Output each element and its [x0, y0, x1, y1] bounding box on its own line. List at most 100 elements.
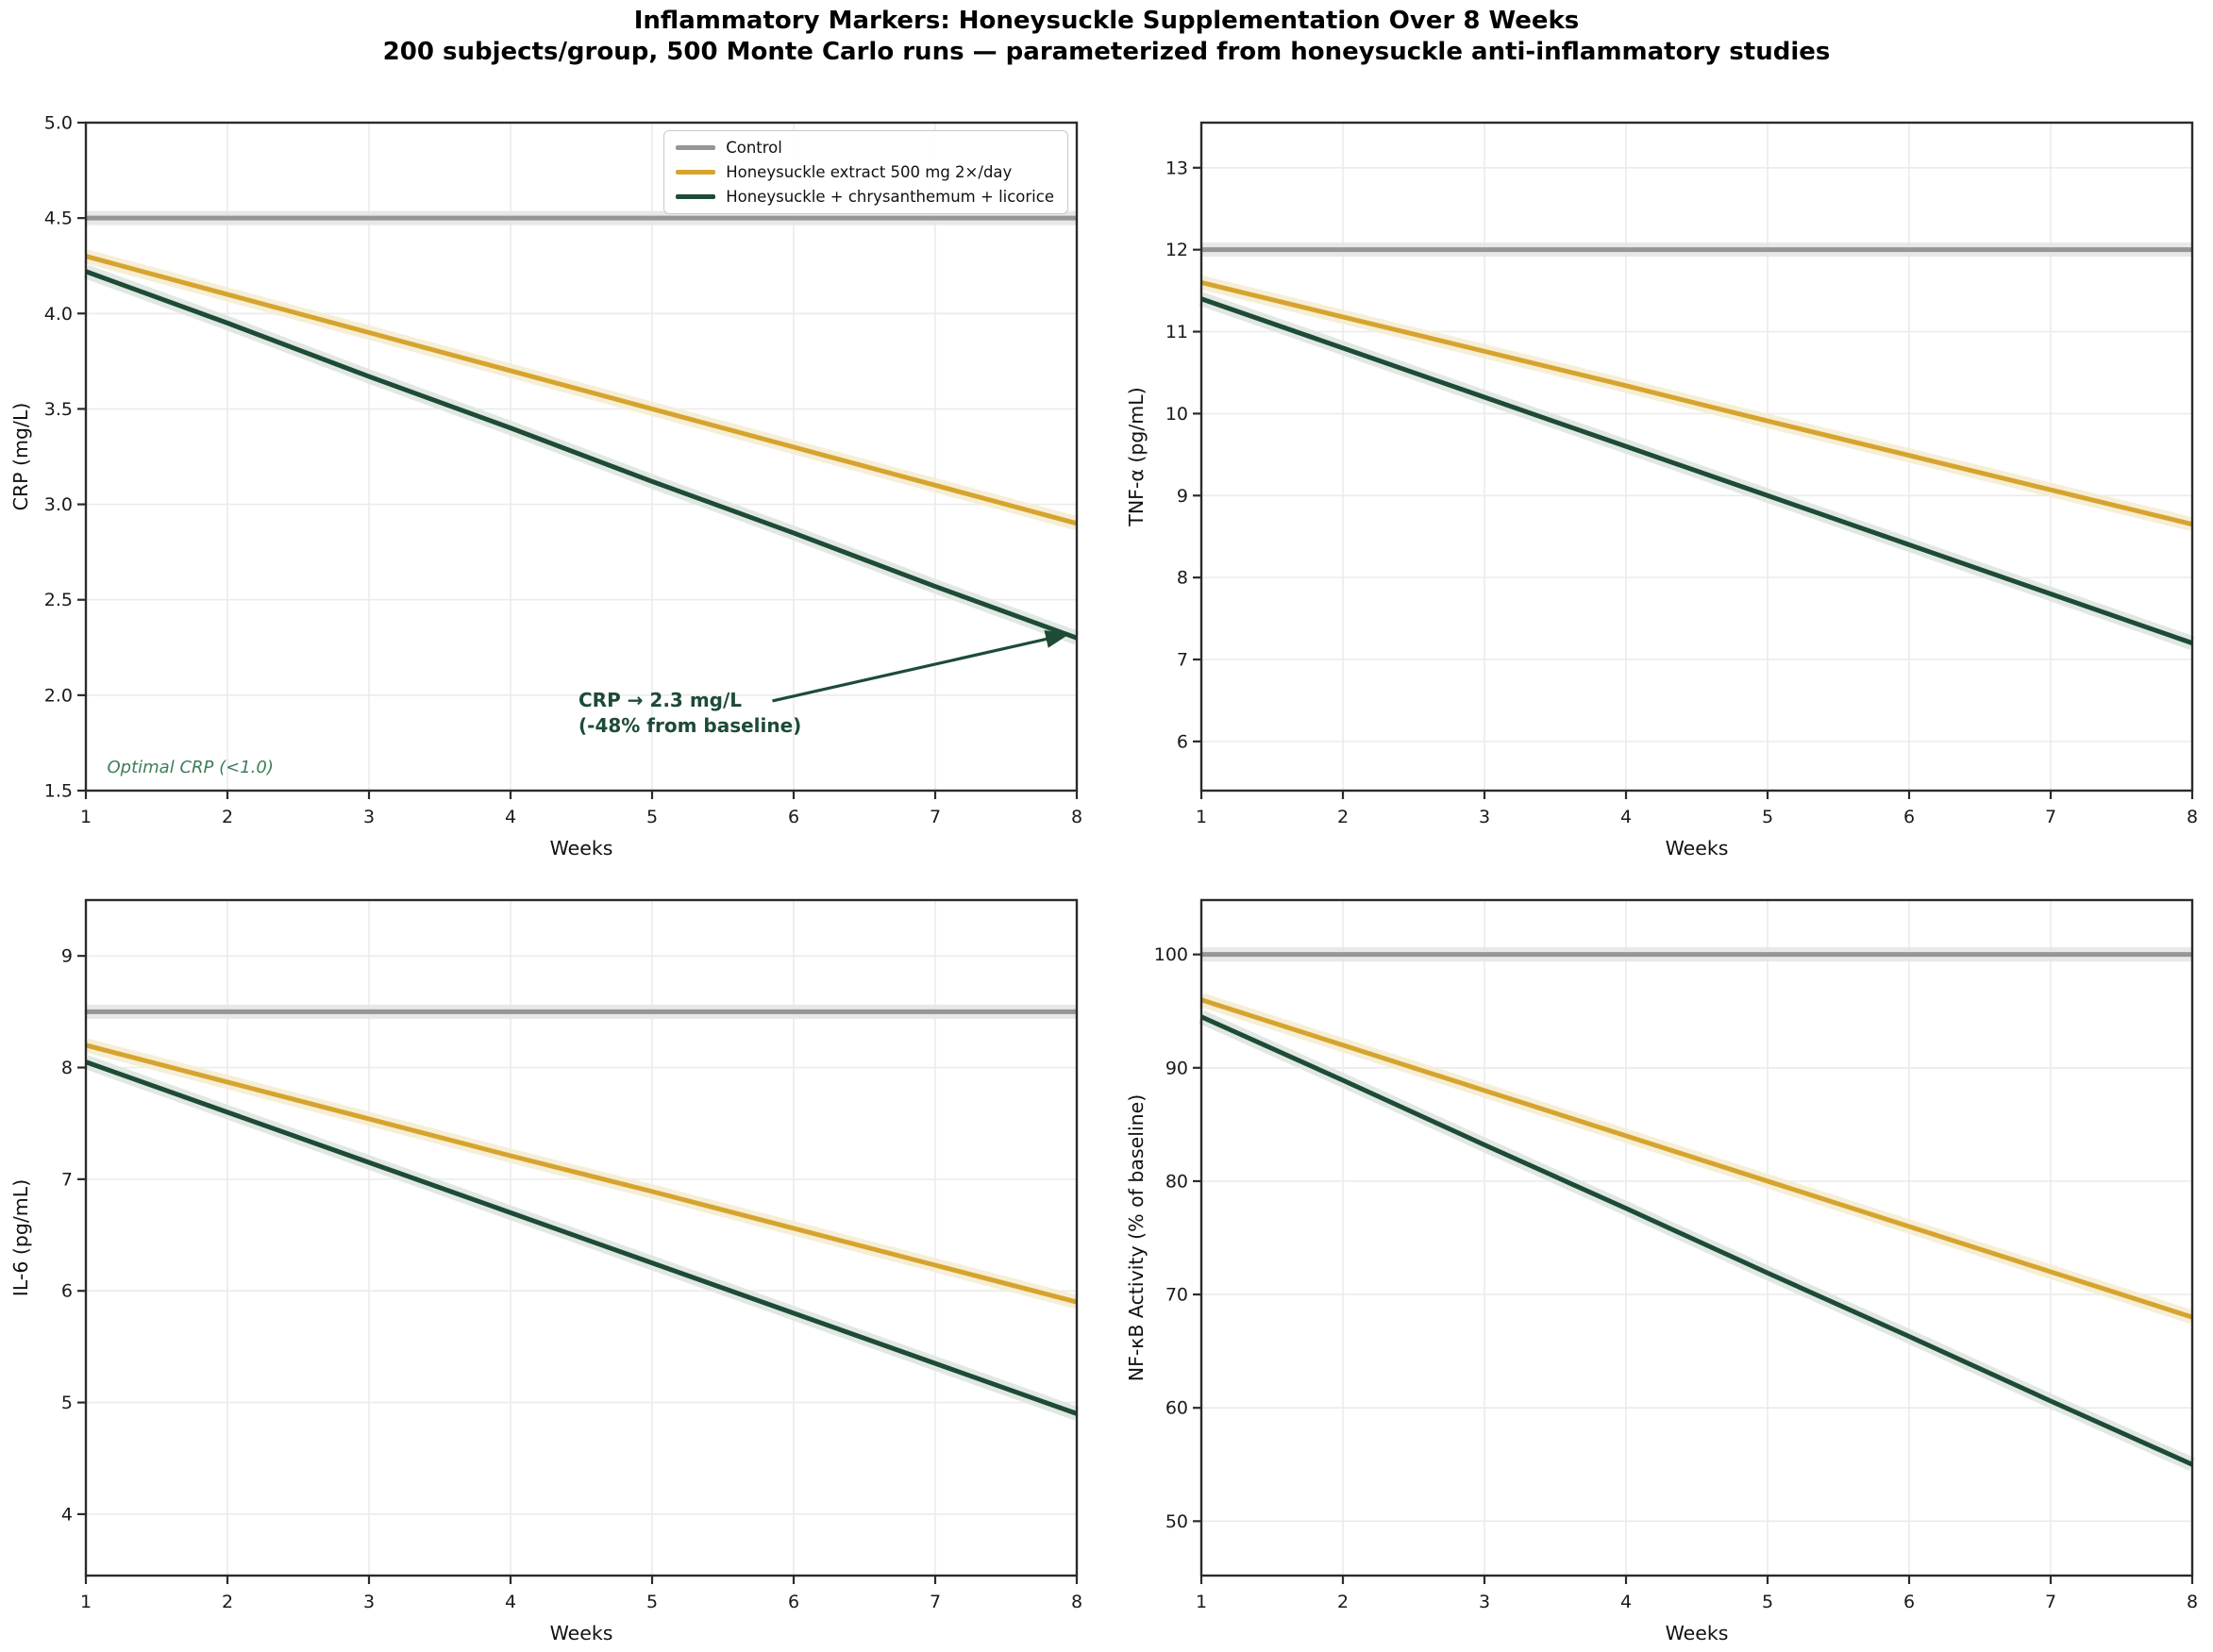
x-tick-label: 5: [1762, 807, 1773, 827]
optimal-crp-note: Optimal CRP (<1.0): [107, 757, 274, 777]
y-tick-label: 4: [61, 1504, 73, 1525]
x-axis-label: Weeks: [1666, 837, 1729, 859]
axes-spines: [84, 898, 1079, 1577]
y-tick-label: 6: [61, 1281, 73, 1302]
x-tick-label: 5: [646, 807, 658, 827]
x-tick-label: 8: [2187, 807, 2198, 827]
y-tick-label: 1.5: [44, 781, 73, 802]
y-tick-label: 13: [1165, 158, 1188, 178]
x-axis-label: Weeks: [550, 837, 613, 859]
x-tick-label: 4: [505, 1592, 516, 1612]
series-line-combo: [1199, 1014, 2194, 1467]
crp-annotation-line2: (-48% from baseline): [578, 713, 802, 737]
figure-title: Inflammatory Markers: Honeysuckle Supple…: [633, 7, 1580, 35]
x-tick-label: 5: [646, 1592, 658, 1612]
y-tick-label: 10: [1165, 404, 1188, 425]
x-tick-label: 3: [363, 1592, 375, 1612]
series-line-extract: [85, 254, 1078, 526]
y-tick-label: 100: [1154, 944, 1188, 965]
y-tick-label: 5.0: [44, 113, 73, 134]
series-line-extract: [1200, 279, 2193, 527]
legend-swatch-extract: [676, 170, 716, 175]
legend-item-extract: Honeysuckle extract 500 mg 2×/day: [676, 163, 1054, 181]
x-tick-label: 1: [80, 1592, 92, 1612]
chart-crp: 1 2 3 4 5 6 7 8 1.5 2.0 2.5 3.0 3.5 4.0 4.5 5.0 Weeks CRP…: [9, 113, 1082, 860]
axes-spines: [1199, 898, 2194, 1577]
x-tick-label: 2: [222, 807, 233, 827]
y-tick-label: 8: [61, 1058, 73, 1078]
legend-label-combo: Honeysuckle + chrysanthemum + licorice: [726, 188, 1054, 206]
y-tick-label: 8: [1177, 568, 1188, 589]
series-line-combo: [1200, 296, 2193, 645]
y-tick-label: 80: [1165, 1171, 1188, 1192]
x-axis-label: Weeks: [550, 1622, 613, 1644]
x-tick-label: 7: [930, 1592, 941, 1612]
y-tick-label: 4.0: [44, 304, 73, 325]
y-tick-label: 3.5: [44, 399, 73, 420]
y-tick-label: 90: [1165, 1058, 1188, 1078]
figure-subtitle: 200 subjects/group, 500 Monte Carlo runs…: [382, 37, 1831, 66]
y-axis-label: IL-6 (pg/mL): [9, 1179, 32, 1296]
axes-spines: [1199, 121, 2194, 793]
x-tick-label: 2: [222, 1592, 233, 1612]
x-tick-label: 8: [1071, 807, 1082, 827]
annotation-arrow: [772, 630, 1070, 703]
legend-item-combo: Honeysuckle + chrysanthemum + licorice: [676, 188, 1054, 206]
x-tick-label: 8: [2187, 1592, 2198, 1612]
legend: Control Honeysuckle extract 500 mg 2×/da…: [663, 130, 1068, 214]
x-tick-label: 3: [1479, 807, 1490, 827]
x-tick-label: 3: [1479, 1592, 1490, 1612]
y-axis-label: TNF-α (pg/mL): [1125, 387, 1148, 526]
y-tick-label: 7: [61, 1169, 73, 1190]
y-tick-label: 70: [1165, 1285, 1188, 1306]
x-tick-label: 7: [2045, 1592, 2056, 1612]
legend-label-extract: Honeysuckle extract 500 mg 2×/day: [726, 163, 1013, 181]
y-axis-label: CRP (mg/L): [9, 403, 32, 511]
legend-label-control: Control: [726, 139, 782, 157]
x-tick-label: 2: [1337, 1592, 1349, 1612]
y-tick-label: 9: [1177, 486, 1188, 507]
figure-title-block: Inflammatory Markers: Honeysuckle Supple…: [0, 6, 2213, 67]
x-tick-label: 6: [788, 1592, 799, 1612]
x-tick-label: 6: [788, 807, 799, 827]
x-tick-label: 4: [1620, 1592, 1632, 1612]
chart-nfkb: 1 2 3 4 5 6 7 8 50 60 70 80 90 100 Weeks NF-κB Activity…: [1125, 898, 2198, 1644]
x-tick-label: 5: [1762, 1592, 1773, 1612]
series-line-combo: [85, 1060, 1078, 1416]
crp-annotation: CRP → 2.3 mg/L (-48% from baseline): [578, 688, 801, 739]
x-tick-label: 1: [80, 807, 92, 827]
x-tick-label: 7: [2045, 807, 2056, 827]
y-tick-label: 2.0: [44, 685, 73, 706]
y-axis-label: NF-κB Activity (% of baseline): [1125, 1094, 1148, 1382]
y-tick-label: 60: [1165, 1398, 1188, 1419]
crp-annotation-line1: CRP → 2.3 mg/L: [578, 688, 743, 711]
x-tick-label: 1: [1196, 807, 1207, 827]
y-tick-label: 12: [1165, 240, 1188, 260]
y-tick-label: 7: [1177, 650, 1188, 671]
x-tick-label: 8: [1071, 1592, 1082, 1612]
x-tick-label: 6: [1903, 1592, 1915, 1612]
chart-il6: 1 2 3 4 5 6 7 8 4 5 6 7 8 9 Weeks IL-6 (pg/mL): [9, 898, 1082, 1644]
x-tick-label: 4: [1620, 807, 1632, 827]
series-line-extract: [1200, 997, 2193, 1320]
y-tick-label: 9: [61, 946, 73, 967]
x-tick-label: 4: [505, 807, 516, 827]
y-tick-label: 11: [1165, 322, 1188, 342]
legend-swatch-control: [676, 145, 716, 150]
x-tick-label: 3: [363, 807, 375, 827]
y-tick-label: 5: [61, 1393, 73, 1413]
y-tick-label: 50: [1165, 1511, 1188, 1532]
y-tick-label: 6: [1177, 731, 1188, 752]
axes-spines: [84, 121, 1079, 793]
x-tick-label: 7: [930, 807, 941, 827]
y-tick-label: 2.5: [44, 590, 73, 610]
legend-swatch-combo: [676, 194, 716, 199]
y-tick-label: 4.5: [44, 209, 73, 229]
x-tick-label: 1: [1196, 1592, 1207, 1612]
series-line-extract: [85, 1043, 1078, 1305]
x-tick-label: 6: [1903, 807, 1915, 827]
legend-item-control: Control: [676, 139, 1054, 157]
